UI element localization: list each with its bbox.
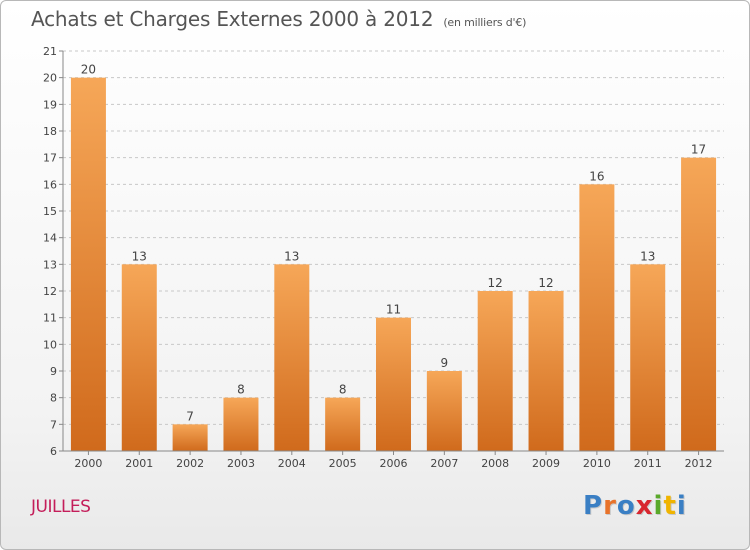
bar: [70, 77, 106, 452]
bar: [172, 424, 208, 451]
logo-letter: t: [663, 491, 677, 521]
y-tick-label: 19: [43, 98, 57, 111]
bar: [121, 264, 157, 451]
y-tick-label: 21: [43, 45, 57, 58]
commune-name: JUILLES: [31, 497, 91, 517]
x-tick-label: 2002: [176, 457, 204, 470]
chart-title: Achats et Charges Externes 2000 à 2012 (e…: [31, 7, 526, 31]
bar-value-label: 9: [441, 356, 449, 370]
bar-value-label: 11: [386, 303, 401, 317]
bar: [426, 371, 462, 451]
bar: [579, 184, 615, 452]
x-tick-label: 2000: [74, 457, 102, 470]
logo-letter: x: [635, 491, 654, 521]
y-tick-label: 17: [43, 152, 57, 165]
bar-value-label: 13: [640, 249, 655, 263]
bar-value-label: 8: [339, 383, 347, 397]
x-tick-label: 2004: [278, 457, 306, 470]
x-tick-label: 2005: [329, 457, 357, 470]
bar-value-label: 16: [589, 169, 604, 183]
logo-letter: P: [583, 491, 604, 521]
bar-value-label: 13: [284, 249, 299, 263]
x-tick-label: 2003: [227, 457, 255, 470]
y-tick-label: 15: [43, 205, 57, 218]
y-tick-label: 16: [43, 178, 57, 191]
bar: [681, 157, 717, 451]
bar: [325, 397, 361, 451]
x-tick-label: 2012: [685, 457, 713, 470]
bar-value-label: 12: [488, 276, 503, 290]
bar-value-label: 7: [186, 409, 194, 423]
bars: 20 13 7 8 13 8 11 9 12 12 16 13 17: [70, 63, 717, 452]
y-tick-label: 7: [50, 418, 57, 431]
y-tick-label: 14: [43, 232, 57, 245]
x-tick-label: 2006: [380, 457, 408, 470]
proxiti-logo: Proxiti: [583, 491, 687, 521]
x-tick-label: 2008: [481, 457, 509, 470]
bar: [274, 264, 310, 451]
bar: [223, 397, 259, 451]
y-tick-label: 8: [50, 392, 57, 405]
bar-value-label: 8: [237, 383, 245, 397]
y-tick-label: 12: [43, 285, 57, 298]
axes: 6 7 8 9 10 11 12 13 14 15 16 17 18 19 20 21 2000 2001 2002…: [43, 45, 724, 470]
bar: [630, 264, 666, 451]
bar-value-label: 17: [691, 143, 706, 157]
y-tick-label: 11: [43, 312, 57, 325]
bar-value-label: 12: [538, 276, 553, 290]
x-tick-label: 2009: [532, 457, 560, 470]
x-tick-label: 2007: [430, 457, 458, 470]
chart-title-text: Achats et Charges Externes 2000 à 2012: [31, 7, 434, 31]
y-tick-label: 20: [43, 72, 57, 85]
bar: [528, 291, 564, 451]
logo-letter: r: [603, 491, 617, 521]
y-tick-label: 18: [43, 125, 57, 138]
y-tick-label: 13: [43, 258, 57, 271]
bar: [477, 291, 513, 451]
bar-value-label: 20: [81, 63, 96, 77]
y-tick-label: 9: [50, 365, 57, 378]
y-tick-label: 10: [43, 338, 57, 351]
x-tick-label: 2001: [125, 457, 153, 470]
chart-subtitle: (en milliers d'€): [443, 16, 527, 29]
bar: [376, 317, 411, 451]
x-tick-label: 2011: [634, 457, 662, 470]
y-tick-label: 6: [50, 445, 57, 458]
logo-letter: i: [676, 491, 687, 521]
bar-value-label: 13: [132, 249, 147, 263]
logo-letter: i: [653, 491, 664, 521]
logo-letter: o: [616, 491, 636, 521]
x-tick-label: 2010: [583, 457, 611, 470]
